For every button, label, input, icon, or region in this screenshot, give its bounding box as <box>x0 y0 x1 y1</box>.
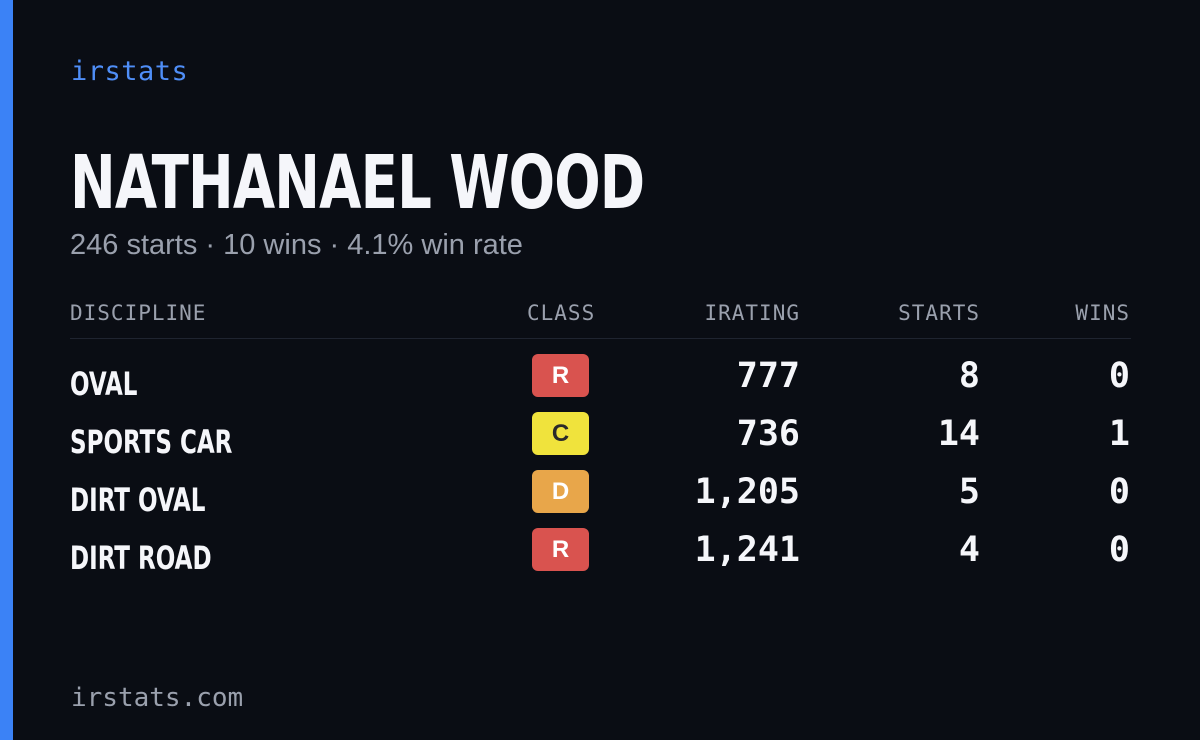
irating-value: 1,241 <box>694 530 800 570</box>
starts-value: 14 <box>937 414 980 454</box>
brand-logo-text: irstats <box>71 56 189 87</box>
class-badge: R <box>532 354 589 397</box>
driver-summary: 246 starts · 10 wins · 4.1% win rate <box>70 229 523 261</box>
header-discipline: DISCIPLINE <box>70 301 207 325</box>
irating-value: 1,205 <box>694 472 800 512</box>
irating-value: 736 <box>736 414 800 454</box>
discipline-label: DIRT ROAD <box>70 539 212 577</box>
table-row: OVAL R 777 8 0 <box>70 350 1131 408</box>
table-row: DIRT ROAD R 1,241 4 0 <box>70 524 1131 582</box>
table-row: SPORTS CAR C 736 14 1 <box>70 408 1131 466</box>
discipline-label: DIRT OVAL <box>70 481 206 519</box>
discipline-label: SPORTS CAR <box>70 423 233 461</box>
driver-name: NATHANAEL WOOD <box>70 140 645 226</box>
wins-value: 0 <box>1108 356 1130 396</box>
accent-bar <box>0 0 13 740</box>
stats-table-header: DISCIPLINE CLASS IRATING STARTS WINS <box>70 298 1131 339</box>
header-starts: STARTS <box>898 301 980 325</box>
starts-value: 5 <box>958 472 980 512</box>
starts-value: 4 <box>958 530 980 570</box>
wins-value: 0 <box>1108 530 1130 570</box>
class-badge: D <box>532 470 589 513</box>
header-irating: IRATING <box>704 301 800 325</box>
header-class: CLASS <box>527 301 596 325</box>
class-badge: R <box>532 528 589 571</box>
irating-value: 777 <box>736 356 800 396</box>
header-wins: WINS <box>1075 301 1130 325</box>
wins-value: 1 <box>1108 414 1130 454</box>
class-badge: C <box>532 412 589 455</box>
wins-value: 0 <box>1108 472 1130 512</box>
starts-value: 8 <box>958 356 980 396</box>
footer-url: irstats.com <box>71 683 244 713</box>
table-row: DIRT OVAL D 1,205 5 0 <box>70 466 1131 524</box>
discipline-label: OVAL <box>70 365 138 403</box>
